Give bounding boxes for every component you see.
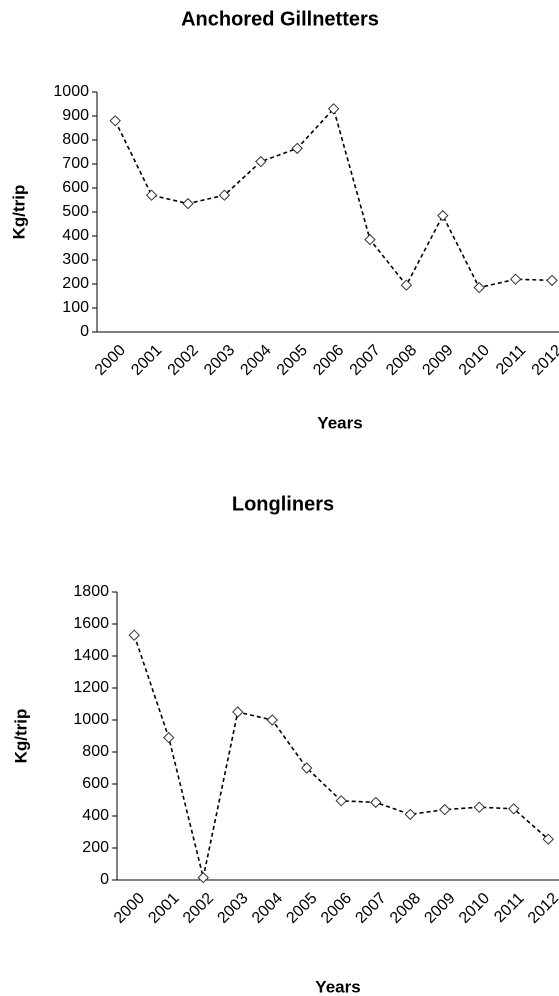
data-point bbox=[145, 189, 158, 201]
data-point bbox=[509, 273, 522, 285]
data-point bbox=[400, 279, 413, 291]
data-line bbox=[114, 107, 553, 289]
x-tick-label: 2011 bbox=[493, 342, 529, 378]
y-tick-label: 700 bbox=[62, 155, 89, 172]
data-line bbox=[133, 634, 549, 878]
y-tick-label: 1600 bbox=[73, 615, 109, 632]
x-tick-label: 2005 bbox=[274, 342, 311, 379]
y-tick-label: 1800 bbox=[73, 583, 109, 600]
y-tick-label: 1400 bbox=[73, 647, 109, 664]
data-point bbox=[301, 762, 313, 774]
y-tick-label: 0 bbox=[80, 323, 89, 340]
data-point bbox=[109, 115, 121, 127]
x-tick-label: 2000 bbox=[92, 342, 129, 379]
x-tick-label: 2010 bbox=[456, 890, 493, 927]
x-tick-label: 2002 bbox=[165, 342, 202, 379]
x-tick-label: 2009 bbox=[421, 890, 458, 927]
y-tick-label: 400 bbox=[82, 807, 109, 824]
data-point bbox=[546, 274, 558, 287]
data-point bbox=[182, 197, 194, 210]
x-tick-label: 2005 bbox=[283, 890, 320, 927]
x-tick-label: 2006 bbox=[318, 890, 355, 927]
x-tick-label: 2003 bbox=[201, 342, 238, 379]
x-tick-label: 2006 bbox=[310, 342, 347, 379]
data-point bbox=[327, 103, 340, 115]
x-tick-label: 2002 bbox=[180, 890, 217, 927]
y-axis-title: Kg/trip bbox=[11, 709, 30, 764]
y-tick-label: 800 bbox=[82, 743, 109, 760]
data-point bbox=[404, 808, 416, 821]
x-tick-label: 2011 bbox=[491, 890, 527, 926]
data-point bbox=[508, 803, 520, 815]
data-point bbox=[437, 209, 449, 222]
x-axis-title: Years bbox=[317, 413, 362, 432]
x-tick-label: 2008 bbox=[383, 342, 420, 379]
data-point bbox=[255, 155, 267, 168]
chart-title: Anchored Gillnetters bbox=[181, 8, 379, 30]
y-tick-label: 400 bbox=[62, 227, 89, 244]
y-tick-label: 100 bbox=[62, 299, 89, 316]
x-tick-label: 2003 bbox=[214, 890, 251, 927]
y-tick-label: 900 bbox=[62, 107, 89, 124]
y-tick-label: 600 bbox=[82, 775, 109, 792]
x-tick-label: 2009 bbox=[419, 342, 456, 379]
data-point bbox=[197, 871, 209, 884]
data-point bbox=[266, 714, 278, 726]
y-tick-label: 1000 bbox=[53, 83, 89, 100]
data-point bbox=[218, 189, 231, 201]
y-tick-label: 600 bbox=[62, 179, 89, 196]
x-tick-label: 2007 bbox=[347, 342, 384, 379]
x-tick-label: 2004 bbox=[237, 342, 274, 379]
x-axis-title: Years bbox=[315, 977, 360, 996]
y-tick-label: 500 bbox=[62, 203, 89, 220]
y-tick-label: 200 bbox=[62, 275, 89, 292]
x-tick-label: 2004 bbox=[249, 890, 286, 927]
data-point bbox=[128, 629, 140, 641]
data-point bbox=[335, 795, 347, 807]
y-tick-label: 0 bbox=[100, 871, 109, 888]
x-tick-label: 2000 bbox=[111, 890, 148, 927]
data-point bbox=[163, 731, 175, 744]
x-tick-label: 2012 bbox=[529, 342, 559, 379]
y-tick-label: 800 bbox=[62, 131, 89, 148]
data-point bbox=[364, 233, 376, 246]
data-point bbox=[232, 706, 244, 718]
y-axis-title: Kg/trip bbox=[9, 185, 28, 240]
x-tick-label: 2007 bbox=[352, 890, 389, 927]
x-tick-label: 2012 bbox=[525, 890, 559, 927]
data-point bbox=[542, 833, 554, 845]
y-tick-label: 1200 bbox=[73, 679, 109, 696]
data-point bbox=[473, 281, 485, 294]
data-point bbox=[473, 801, 485, 813]
data-point bbox=[439, 803, 451, 816]
x-tick-label: 2001 bbox=[145, 890, 182, 927]
data-point bbox=[291, 142, 303, 155]
y-tick-label: 1000 bbox=[73, 711, 109, 728]
chart-title: Longliners bbox=[232, 493, 334, 515]
x-tick-label: 2001 bbox=[128, 342, 165, 379]
y-tick-label: 200 bbox=[82, 839, 109, 856]
x-tick-label: 2008 bbox=[387, 890, 424, 927]
y-tick-label: 300 bbox=[62, 251, 89, 268]
x-tick-label: 2010 bbox=[456, 342, 493, 379]
data-point bbox=[370, 796, 382, 809]
